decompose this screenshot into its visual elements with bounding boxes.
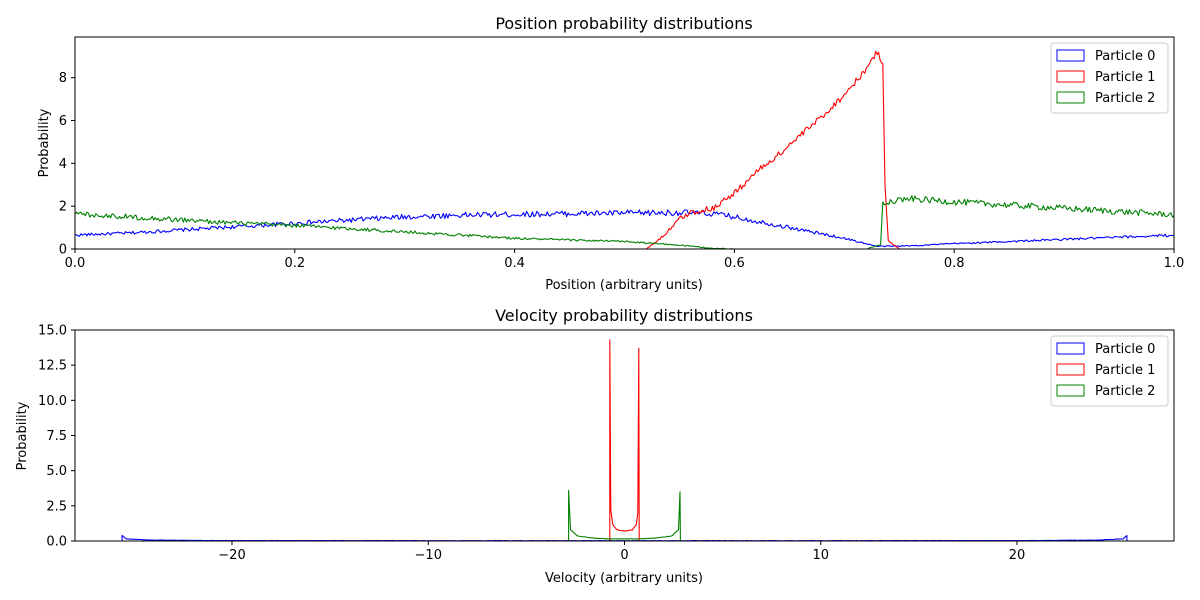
x-tick-label: 1.0: [1164, 256, 1185, 271]
y-tick-label: 5.0: [46, 464, 67, 479]
legend-swatch: [1056, 91, 1085, 104]
chart-title: Velocity probability distributions: [495, 306, 753, 325]
legend: Particle 0 Particle 1 Particle 2: [1050, 42, 1169, 114]
x-tick-label: −10: [415, 548, 442, 563]
x-tick-label: 0: [620, 548, 628, 563]
x-tick-label: 0.4: [504, 256, 525, 271]
legend-label: Particle 1: [1095, 70, 1155, 85]
x-tick-label: 0.8: [944, 256, 965, 271]
x-tick-label: 20: [1009, 548, 1026, 563]
y-tick-label: 10.0: [38, 394, 67, 409]
legend-label: Particle 2: [1095, 91, 1155, 106]
position-chart: Position probability distributions Posit…: [37, 14, 1184, 293]
y-tick-label: 8: [59, 71, 67, 86]
series-line-particle-1: [75, 50, 1174, 250]
velocity-chart: Velocity probability distributions Veloc…: [15, 306, 1175, 586]
legend-swatch: [1056, 70, 1085, 83]
y-tick-label: 6: [59, 114, 67, 129]
series-line-particle-1: [609, 339, 640, 542]
legend-label: Particle 1: [1095, 363, 1155, 378]
x-axis-label: Velocity (arbitrary units): [545, 571, 703, 586]
chart-title: Position probability distributions: [495, 14, 752, 33]
legend-label: Particle 0: [1095, 342, 1155, 357]
y-tick-label: 2: [59, 200, 67, 215]
y-tick-label: 0.0: [46, 535, 67, 550]
y-tick-label: 4: [59, 157, 67, 172]
axes-frame: [74, 36, 1175, 250]
legend-swatch: [1056, 49, 1085, 62]
series-line-particle-2: [568, 489, 681, 542]
y-tick-label: 7.5: [46, 429, 67, 444]
axes-frame: [74, 329, 1175, 542]
series-line-particle-2: [74, 195, 1175, 250]
x-tick-label: 0.6: [724, 256, 745, 271]
legend-swatch: [1056, 342, 1085, 355]
y-tick-label: 2.5: [46, 499, 67, 514]
legend-swatch: [1056, 384, 1085, 397]
y-axis-label: Probability: [37, 108, 52, 177]
legend-label: Particle 2: [1095, 384, 1155, 399]
y-tick-label: 12.5: [38, 359, 67, 374]
x-tick-label: 0.0: [65, 256, 86, 271]
series-line-particle-0: [74, 209, 1175, 248]
y-tick-label: 15.0: [38, 324, 67, 339]
x-tick-label: 0.2: [284, 256, 305, 271]
y-axis-label: Probability: [15, 401, 30, 470]
x-tick-label: 10: [812, 548, 829, 563]
x-tick-label: −20: [218, 548, 245, 563]
series-line-particle-0: [121, 534, 1128, 542]
x-axis-label: Position (arbitrary units): [545, 278, 703, 293]
legend-label: Particle 0: [1095, 49, 1155, 64]
legend: Particle 0 Particle 1 Particle 2: [1050, 335, 1169, 407]
y-tick-label: 0: [59, 243, 67, 258]
legend-swatch: [1056, 363, 1085, 376]
